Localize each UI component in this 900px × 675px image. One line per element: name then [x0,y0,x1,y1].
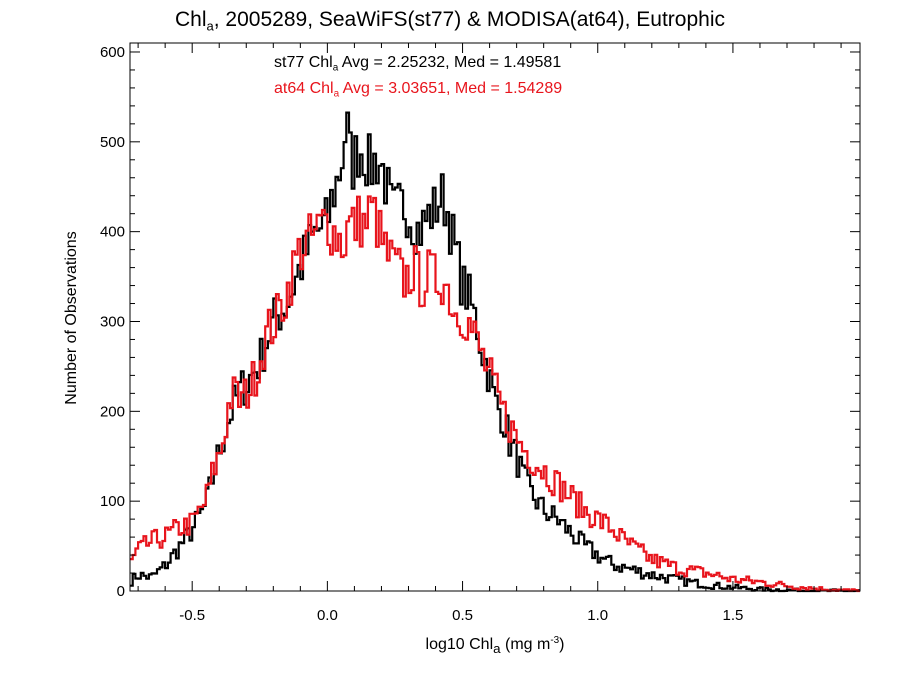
x-axis-label: log10 Chla (mg m-3) [425,635,565,657]
x-tick-label-3: 1.0 [587,607,608,624]
x-tick-label-4: 1.5 [722,607,743,624]
y-tick-label-4: 400 [100,224,125,241]
plot-frame [129,42,861,592]
annotation-at64: at64 Chla Avg = 3.03651, Med = 1.54289 [274,80,563,100]
tick-layer: -0.5 0.0 0.5 1.0 1.5 0 100 200 300 400 500 600 [100,43,860,624]
y-tick-label-0: 0 [117,583,125,600]
y-axis-label: Number of Observations [63,231,80,405]
series-line-1 [130,195,860,593]
x-tick-label-2: 0.5 [452,607,473,624]
series-layer [130,111,860,593]
y-tick-label-5: 500 [100,134,125,151]
y-tick-label-3: 300 [100,313,125,330]
chart-title: Chla, 2005289, SeaWiFS(st77) & MODISA(at… [175,8,725,34]
series-line-0 [130,111,860,593]
x-tick-label-0: -0.5 [179,607,205,624]
y-tick-label-6: 600 [100,44,125,61]
y-tick-label-2: 200 [100,403,125,420]
x-tick-label-1: 0.0 [317,607,338,624]
y-tick-label-1: 100 [100,493,125,510]
annotation-st77: st77 Chla Avg = 2.25232, Med = 1.49581 [274,54,562,74]
